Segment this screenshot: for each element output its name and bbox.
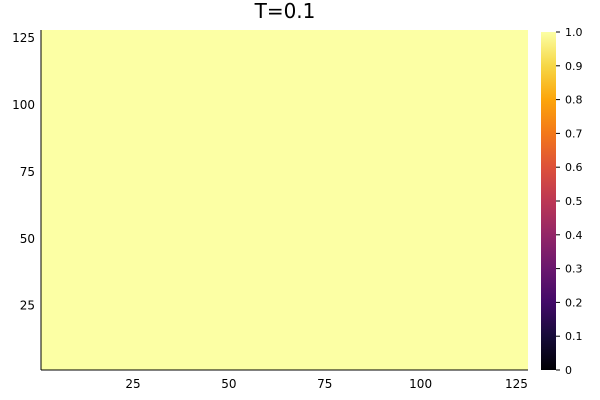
y-tick-label: 25 <box>20 299 35 313</box>
x-tick-label: 75 <box>317 377 332 391</box>
x-tick-label: 50 <box>221 377 236 391</box>
y-tick-label: 75 <box>20 165 35 179</box>
x-tick-label: 100 <box>409 377 432 391</box>
heatmap-fill <box>41 30 528 370</box>
colorbar-ticks: 0 0.1 0.2 0.3 0.4 0.5 0.6 0.7 0.8 0.9 1.0 <box>556 26 583 377</box>
colorbar-gradient <box>541 32 556 370</box>
chart-title: T=0.1 <box>254 0 316 23</box>
colorbar-tick-label: 0 <box>565 364 572 377</box>
x-axis-ticks: 25 50 75 100 125 <box>125 377 528 391</box>
plot-area: 25 50 75 100 125 25 50 75 100 125 <box>12 30 528 391</box>
colorbar-tick-label: 0.8 <box>565 94 583 107</box>
y-tick-label: 50 <box>20 232 35 246</box>
colorbar-tick-label: 0.4 <box>565 229 583 242</box>
colorbar-tick-label: 0.9 <box>565 60 583 73</box>
y-axis-ticks: 25 50 75 100 125 <box>12 31 35 313</box>
colorbar: 0 0.1 0.2 0.3 0.4 0.5 0.6 0.7 0.8 0.9 1.0 <box>541 26 583 377</box>
colorbar-tick-label: 0.3 <box>565 263 583 276</box>
colorbar-tick-label: 0.1 <box>565 330 583 343</box>
y-tick-label: 100 <box>12 98 35 112</box>
colorbar-tick-label: 0.6 <box>565 161 583 174</box>
x-tick-label: 25 <box>125 377 140 391</box>
y-tick-label: 125 <box>12 31 35 45</box>
colorbar-tick-label: 0.2 <box>565 296 583 309</box>
colorbar-tick-label: 1.0 <box>565 26 583 39</box>
x-tick-label: 125 <box>505 377 528 391</box>
colorbar-tick-label: 0.7 <box>565 127 583 140</box>
colorbar-tick-label: 0.5 <box>565 195 583 208</box>
